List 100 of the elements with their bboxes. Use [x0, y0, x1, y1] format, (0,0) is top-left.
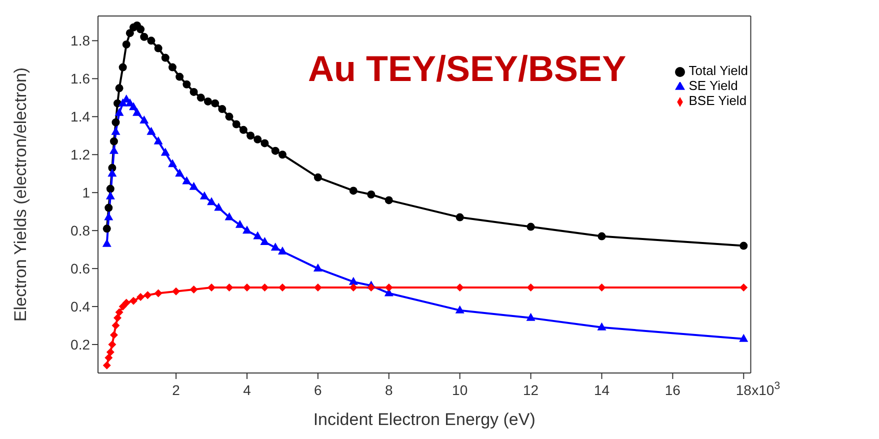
- x-tick-label: 6: [314, 382, 322, 398]
- point: [109, 146, 118, 154]
- point: [136, 293, 145, 302]
- y-tick-label: 0.2: [70, 336, 90, 352]
- point: [278, 150, 286, 159]
- point: [175, 168, 184, 177]
- point: [106, 191, 115, 200]
- point: [598, 284, 606, 292]
- point: [161, 54, 170, 62]
- x-axis-title: Incident Electron Energy (eV): [313, 410, 536, 429]
- x-tick-label: 8: [384, 382, 393, 398]
- point: [455, 305, 464, 314]
- point: [348, 276, 358, 285]
- y-tick-label: 0.6: [70, 260, 90, 277]
- point: [200, 191, 209, 200]
- point: [182, 176, 192, 184]
- point: [196, 94, 205, 102]
- point: [154, 289, 162, 298]
- x-tick-label: 16: [664, 382, 681, 398]
- point: [102, 238, 112, 247]
- point: [253, 231, 262, 240]
- y-tick-label: 1: [82, 184, 90, 201]
- point: [154, 136, 163, 144]
- point: [122, 40, 130, 48]
- text: Au TEY/SEY/BSEY: [308, 48, 626, 90]
- point: [456, 284, 464, 292]
- point: [384, 196, 393, 204]
- point: [118, 302, 127, 311]
- point: [112, 322, 120, 330]
- point: [224, 212, 234, 220]
- legend-label: BSE Yield: [688, 93, 747, 108]
- x-tick-label: 10: [452, 382, 468, 398]
- point: [314, 173, 322, 182]
- point: [242, 226, 252, 234]
- y-tick-label: 1.2: [70, 146, 90, 163]
- point: [111, 126, 120, 135]
- x-tick-label: 2: [172, 382, 180, 398]
- x-tick-label: 18: [736, 382, 752, 398]
- point: [246, 132, 255, 140]
- point: [189, 182, 198, 190]
- point: [204, 97, 212, 106]
- legend-label: SE Yield: [688, 78, 738, 93]
- point: [239, 126, 248, 134]
- point: [740, 242, 748, 250]
- point: [207, 197, 216, 206]
- point: [104, 204, 113, 212]
- point: [144, 291, 152, 300]
- point: [126, 29, 134, 38]
- point: [168, 159, 177, 168]
- point: [225, 284, 234, 292]
- point: [102, 224, 111, 233]
- point: [114, 314, 122, 322]
- y-tick-label: 0.4: [70, 298, 90, 315]
- y-tick-label: 1.4: [70, 108, 90, 125]
- point: [225, 112, 234, 121]
- point: [110, 331, 118, 340]
- point: [128, 102, 138, 110]
- point: [146, 126, 156, 135]
- point: [526, 284, 535, 292]
- point: [271, 146, 280, 155]
- point: [260, 236, 270, 245]
- point: [176, 72, 184, 81]
- point: [104, 354, 113, 362]
- x-tick-label: 4: [243, 382, 252, 398]
- point: [235, 220, 244, 228]
- y-tick-label: 0.8: [70, 222, 90, 239]
- point: [526, 222, 535, 231]
- point: [190, 88, 198, 96]
- point: [115, 84, 124, 92]
- point: [102, 361, 111, 370]
- point: [168, 63, 176, 72]
- point: [526, 312, 536, 321]
- x-tick-label: 12: [523, 382, 539, 398]
- x-tick-label: 14: [594, 382, 610, 398]
- point: [132, 108, 142, 116]
- point: [136, 25, 145, 34]
- point: [214, 202, 224, 211]
- point: [739, 334, 748, 342]
- point: [140, 32, 148, 41]
- point: [456, 213, 464, 222]
- point: [270, 242, 280, 251]
- point: [114, 108, 124, 116]
- legend-label: Total Yield: [688, 63, 748, 78]
- point: [108, 340, 116, 349]
- point: [278, 246, 287, 254]
- point: [367, 284, 376, 292]
- point: [129, 296, 138, 305]
- y-tick-label: 1.8: [70, 32, 90, 49]
- point: [106, 348, 114, 356]
- point: [154, 44, 162, 52]
- point: [260, 284, 269, 292]
- point: [110, 137, 118, 146]
- point: [598, 232, 606, 240]
- y-axis-title: Electron Yields (electron/electron): [11, 67, 30, 322]
- point: [160, 148, 170, 156]
- point: [122, 298, 130, 307]
- point: [367, 190, 376, 198]
- point: [740, 284, 748, 292]
- point: [260, 139, 269, 148]
- point: [172, 287, 180, 296]
